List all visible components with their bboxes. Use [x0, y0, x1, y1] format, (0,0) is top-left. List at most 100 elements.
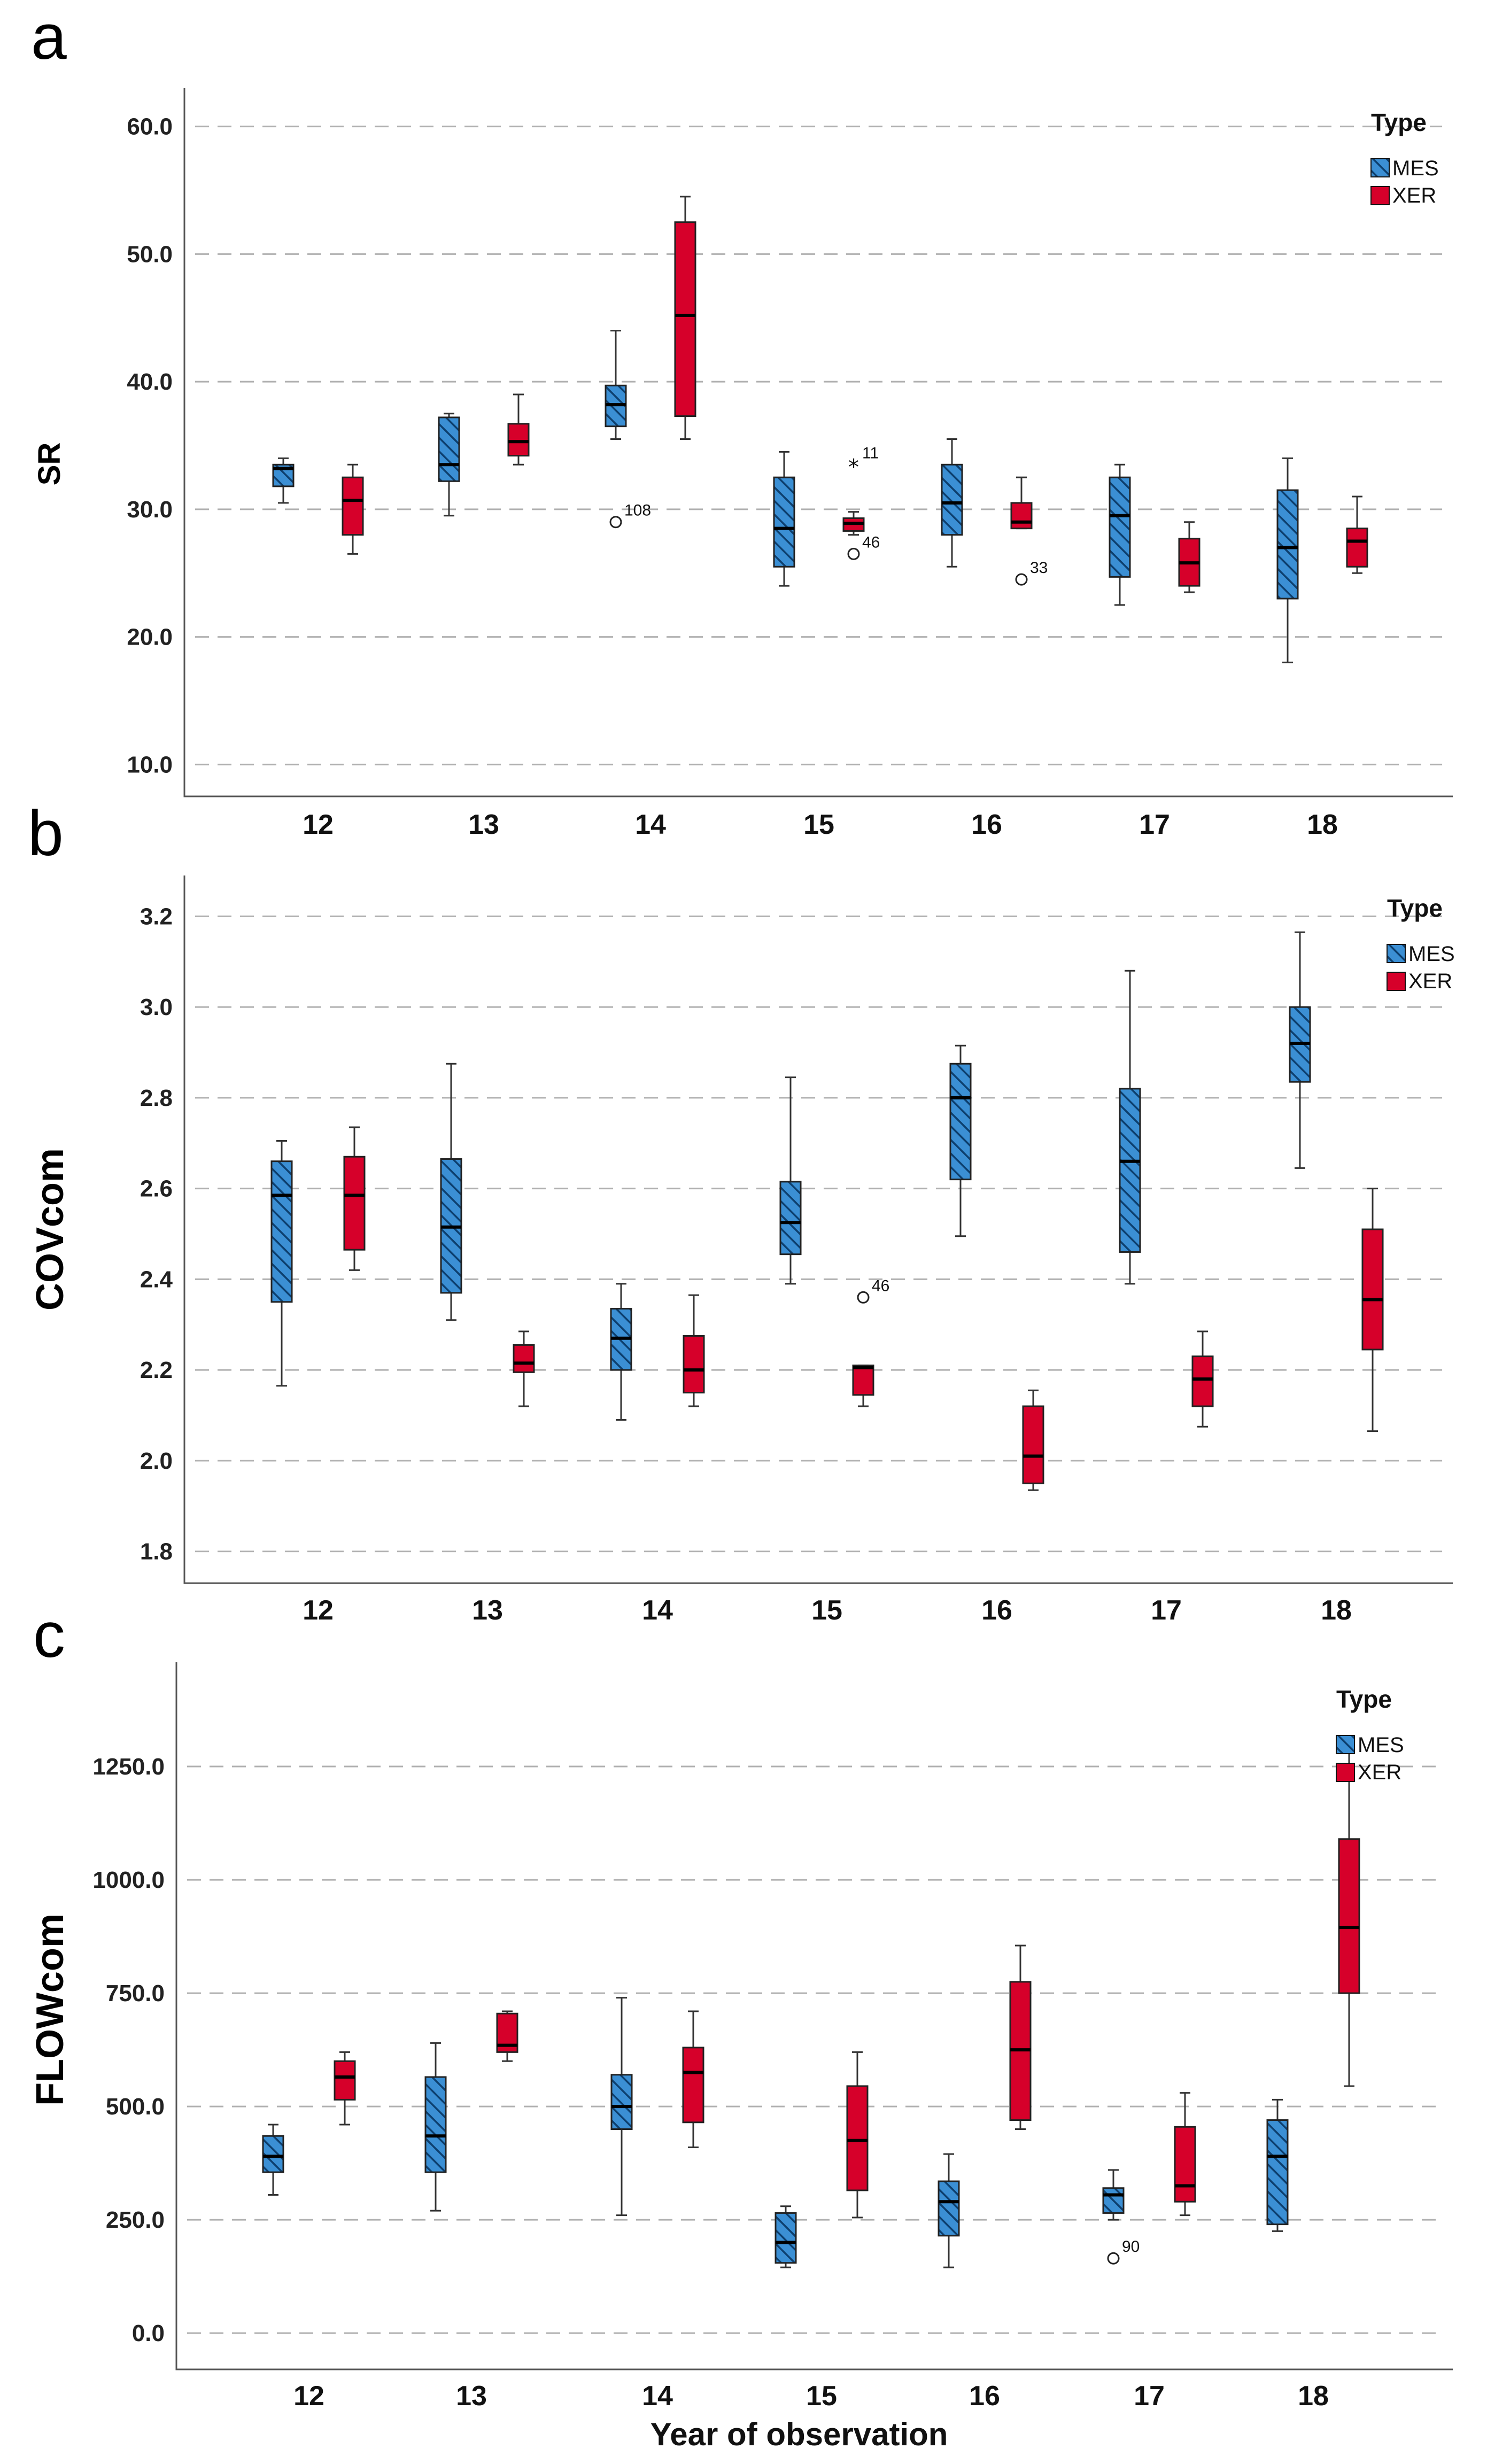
legend-label-xer: XER: [1392, 184, 1436, 207]
outlier-circle: [609, 516, 622, 529]
x-tick-label: 15: [806, 2381, 837, 2412]
outlier-circle: [857, 1291, 870, 1304]
box-iqr: [775, 2212, 797, 2264]
box-xer-16: [1022, 1389, 1044, 1491]
box-iqr: [683, 1335, 705, 1394]
axes: [175, 1662, 1453, 2370]
box-iqr: [773, 476, 795, 568]
box-mes-14: [610, 1283, 632, 1421]
box-mes-15: [775, 2205, 797, 2268]
legend-swatch-xer: [1336, 1763, 1355, 1782]
box-iqr: [949, 1063, 972, 1181]
box-iqr: [342, 476, 364, 536]
x-tick-labels: 12 13 14 15 16 17 18: [293, 2381, 1329, 2412]
axis-frame: [183, 875, 1453, 1584]
x-tick-label: 12: [293, 2381, 324, 2412]
box-xer-16: [1009, 1944, 1032, 2130]
x-tick-label: 13: [472, 1595, 503, 1626]
y-axis-label: COVcom: [29, 1148, 72, 1311]
box-xer-15: [842, 511, 865, 536]
box-plots: [262, 1743, 1360, 2268]
legend-label-mes: MES: [1408, 942, 1455, 966]
box-iqr: [270, 1160, 293, 1303]
legend-title: Type: [1387, 894, 1443, 922]
box-iqr: [1191, 1355, 1214, 1407]
y-tick-label: 30.0: [127, 497, 173, 523]
x-tick-label: 17: [1151, 1595, 1182, 1626]
outlier-label: 46: [872, 1277, 889, 1295]
x-tick-labels: 12 13 14 15 16 17 18: [303, 1595, 1352, 1626]
box-iqr: [1276, 489, 1299, 600]
box-iqr: [1119, 1088, 1141, 1253]
box-xer-15: [852, 1365, 874, 1407]
legend-title: Type: [1336, 1685, 1392, 1713]
axis-frame: [183, 88, 1453, 797]
y-tick-labels: 0.0 250.0 500.0 750.0 1000.0 1250.0: [92, 1754, 165, 2346]
x-tick-label: 18: [1321, 1595, 1352, 1626]
x-tick-label: 14: [642, 2381, 673, 2412]
box-xer-13: [513, 1330, 535, 1407]
y-axis-label: FLOWcom: [29, 1913, 72, 2106]
box-xer-14: [682, 2010, 704, 2148]
box-mes-12: [262, 2124, 284, 2196]
y-tick-label: 250.0: [106, 2207, 165, 2233]
box-xer-13: [496, 2010, 518, 2062]
x-tick-label: 16: [971, 809, 1002, 840]
x-tick-label: 16: [969, 2381, 1000, 2412]
box-xer-13: [507, 393, 530, 466]
box-xer-14: [674, 196, 696, 440]
legend-swatch-mes: [1336, 1735, 1355, 1754]
outlier-star: *: [848, 455, 859, 479]
outlier-label: 46: [862, 533, 880, 551]
box-iqr: [1361, 1228, 1384, 1351]
box-mes-12: [272, 457, 295, 504]
box-xer-16: [1010, 476, 1033, 530]
box-iqr: [1346, 528, 1368, 568]
outlier-label: 33: [1030, 559, 1048, 577]
box-xer-15: [846, 2051, 869, 2219]
box-iqr: [941, 463, 963, 536]
legend-title: Type: [1371, 109, 1427, 136]
box-iqr: [610, 2074, 633, 2130]
axes: [183, 88, 1453, 797]
box-plots: [270, 931, 1384, 1491]
box-xer-17: [1174, 2092, 1196, 2217]
x-tick-label: 15: [803, 809, 834, 840]
y-tick-label: 0.0: [132, 2320, 165, 2346]
legend-swatch-xer: [1387, 972, 1406, 991]
box-mes-12: [270, 1140, 293, 1387]
outliers: 46: [857, 1277, 889, 1304]
y-tick-label: 10.0: [127, 751, 173, 778]
legend-label-mes: MES: [1392, 157, 1439, 180]
x-tick-label: 14: [635, 809, 666, 840]
x-tick-label: 17: [1134, 2381, 1165, 2412]
legend-swatch-mes: [1387, 944, 1406, 963]
outliers: 108 *11 46 33: [609, 444, 1048, 586]
x-tick-label: 12: [303, 809, 334, 840]
box-mes-17: [1109, 463, 1131, 606]
gridlines: [187, 1765, 1442, 2334]
box-xer-17: [1178, 521, 1201, 593]
box-iqr: [674, 221, 696, 417]
panel-letter-a: a: [31, 1, 67, 73]
box-mes-13: [438, 413, 460, 517]
box-xer-18: [1338, 1743, 1360, 2087]
outlier-circle: [847, 547, 860, 560]
x-axis-label: Year of observation: [650, 2416, 948, 2452]
y-tick-label: 2.0: [140, 1448, 173, 1474]
box-mes-13: [440, 1063, 462, 1321]
x-tick-label: 14: [642, 1595, 673, 1626]
box-iqr: [1010, 502, 1033, 530]
box-mes-18: [1276, 457, 1299, 663]
box-mes-18: [1289, 931, 1311, 1169]
box-mes-15: [773, 451, 795, 587]
box-iqr: [1109, 476, 1131, 578]
x-tick-label: 17: [1139, 809, 1170, 840]
outlier-label: 90: [1122, 2238, 1140, 2256]
outlier-label: 11: [862, 444, 879, 462]
panel-letter-b: b: [28, 797, 64, 869]
box-iqr: [513, 1344, 535, 1373]
panel-letter-c: c: [33, 1599, 65, 1671]
y-tick-label: 3.2: [140, 903, 173, 929]
